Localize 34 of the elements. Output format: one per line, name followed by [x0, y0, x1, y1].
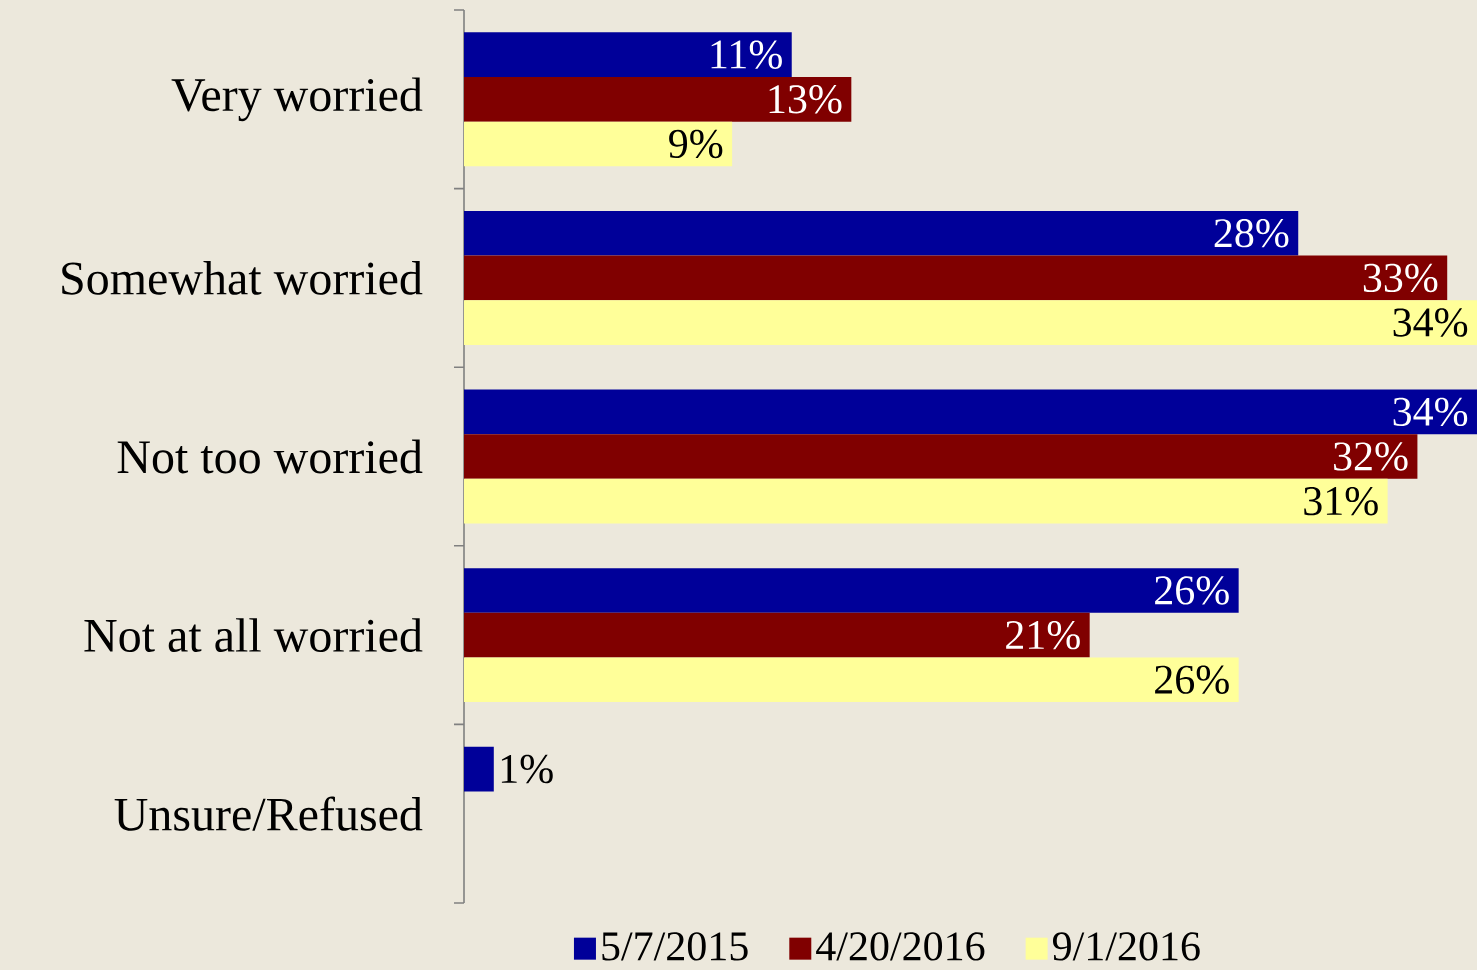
- bar: [464, 389, 1477, 435]
- data-label: 9%: [669, 129, 723, 159]
- data-label: 31%: [1304, 486, 1378, 516]
- legend-label: 4/20/2016: [816, 932, 985, 961]
- bar: [464, 746, 494, 792]
- data-label: 1%: [501, 754, 553, 784]
- bar: [464, 478, 1388, 524]
- bar: [464, 32, 792, 77]
- bar: [464, 255, 1448, 301]
- data-label: 33%: [1363, 263, 1438, 293]
- bar: [464, 300, 1477, 345]
- bar: [464, 210, 1299, 256]
- legend-label: 9/1/2016: [1052, 932, 1200, 961]
- legend-label: 5/7/2015: [602, 932, 748, 961]
- y-tick-label: Somewhat worried: [62, 261, 423, 295]
- bar: [464, 121, 733, 167]
- data-label: 26%: [1155, 665, 1229, 695]
- y-tick-label: Not too worried: [117, 439, 423, 474]
- y-tick-label: Not at all worried: [84, 618, 423, 652]
- data-label: 26%: [1155, 576, 1229, 605]
- data-label: 13%: [769, 85, 842, 114]
- data-label: 28%: [1214, 219, 1289, 248]
- bar: [464, 434, 1418, 479]
- data-label: 34%: [1393, 397, 1468, 427]
- bar: [464, 76, 852, 122]
- data-label: 11%: [711, 40, 782, 69]
- bar: [464, 612, 1090, 658]
- y-tick-label: Unsure/Refused: [114, 796, 423, 831]
- data-label: 32%: [1334, 442, 1408, 471]
- bar: [464, 568, 1239, 613]
- data-label: 21%: [1006, 620, 1080, 650]
- data-label: 34%: [1393, 308, 1468, 337]
- y-tick-label: Very worried: [171, 77, 423, 122]
- bar: [464, 657, 1239, 703]
